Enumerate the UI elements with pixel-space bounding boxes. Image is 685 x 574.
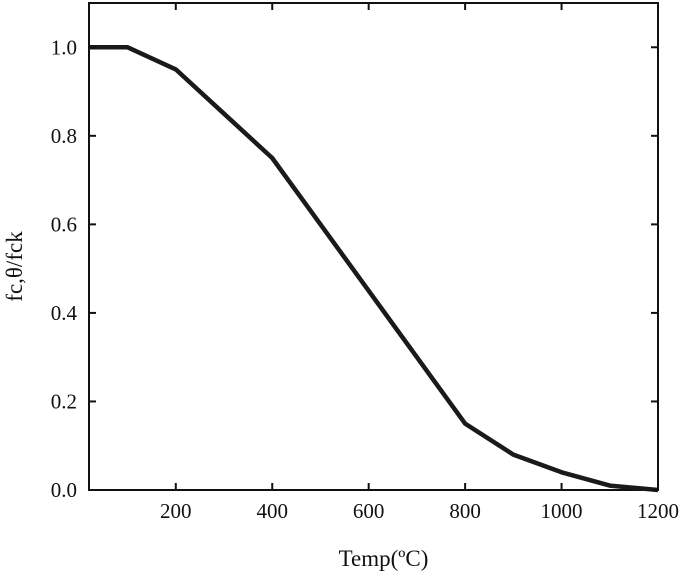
x-tick-label: 1200 xyxy=(637,499,679,523)
x-tick-label: 800 xyxy=(449,499,481,523)
x-tick-label: 600 xyxy=(353,499,385,523)
y-axis-label: fc,θ/fck xyxy=(2,231,27,302)
plot-area xyxy=(88,2,659,491)
x-axis-label: Temp(ºC) xyxy=(339,546,429,571)
y-tick-label: 0.4 xyxy=(51,301,78,325)
y-tick-label: 1.0 xyxy=(51,35,77,59)
plot-frame xyxy=(88,2,659,491)
x-tick-label: 200 xyxy=(160,499,192,523)
y-tick-label: 0.0 xyxy=(51,478,77,502)
x-tick-label: 1000 xyxy=(541,499,583,523)
x-tick-label: 400 xyxy=(256,499,288,523)
y-tick-label: 0.8 xyxy=(51,124,77,148)
axis-ticks xyxy=(89,3,659,491)
series-line-1 xyxy=(89,45,659,493)
y-tick-label: 0.2 xyxy=(51,389,77,413)
tick-labels: 200 400 600 800 1000 1200 0.0 0.2 0.4 0.6 0.8 1.0 xyxy=(51,35,679,523)
series-layer xyxy=(89,45,659,493)
y-tick-label: 0.6 xyxy=(51,212,77,236)
